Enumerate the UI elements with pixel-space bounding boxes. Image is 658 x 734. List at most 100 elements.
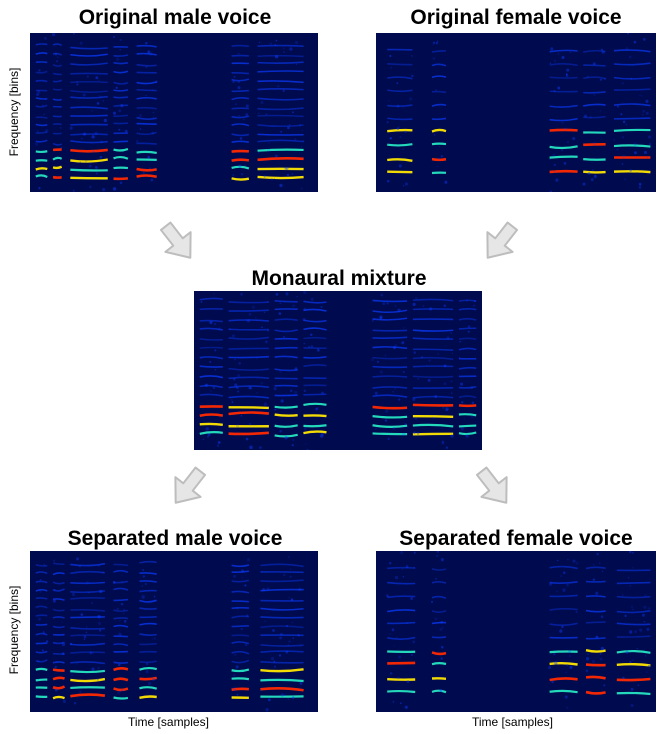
harmonic-stripe xyxy=(228,336,269,340)
spectral-speckle xyxy=(622,154,626,158)
harmonic-stripe xyxy=(52,668,65,672)
harmonic-stripe xyxy=(260,668,304,673)
spectrogram-monaural-mixture xyxy=(194,291,482,450)
harmonic-stripe xyxy=(113,687,129,692)
spectral-speckle xyxy=(440,621,443,624)
spectral-speckle xyxy=(142,171,145,175)
spectral-speckle xyxy=(566,73,568,75)
spectral-speckle xyxy=(287,556,290,559)
harmonic-stripe xyxy=(139,560,157,564)
harmonic-stripe xyxy=(231,668,250,673)
spectral-speckle xyxy=(410,54,413,57)
spectral-speckle xyxy=(374,391,378,395)
harmonic-stripe xyxy=(257,88,304,91)
spectral-speckle xyxy=(415,417,418,420)
harmonic-stripe xyxy=(585,690,606,695)
spectral-speckle xyxy=(125,104,127,106)
spectral-speckle xyxy=(284,300,286,303)
harmonic-stripe xyxy=(231,570,249,574)
harmonic-stripe xyxy=(458,366,477,370)
harmonic-stripe xyxy=(387,636,416,641)
harmonic-stripe xyxy=(113,155,129,160)
spectral-speckle xyxy=(291,172,294,176)
harmonic-stripe xyxy=(585,649,606,653)
spectral-speckle xyxy=(62,699,66,704)
spectral-speckle xyxy=(236,693,239,696)
spectral-speckle xyxy=(232,686,236,690)
spectral-speckle xyxy=(593,157,595,160)
spectral-speckle xyxy=(467,330,470,333)
harmonic-stripe xyxy=(35,167,48,171)
harmonic-stripe xyxy=(231,579,250,583)
spectral-speckle xyxy=(245,437,249,441)
harmonic-stripe xyxy=(136,63,157,67)
harmonic-stripe xyxy=(387,76,413,80)
spectral-speckle xyxy=(205,427,209,431)
spectral-speckle xyxy=(291,621,293,624)
spectral-speckle xyxy=(121,574,123,577)
x-axis-label-right: Time [samples] xyxy=(472,715,553,729)
spectral-speckle xyxy=(234,383,238,387)
harmonic-stripe xyxy=(70,95,108,99)
spectral-speckle xyxy=(561,625,564,629)
spectral-speckle xyxy=(646,156,649,159)
spectral-speckle xyxy=(441,645,444,649)
spectral-speckle xyxy=(54,665,57,669)
spectral-speckle xyxy=(152,638,154,640)
spectral-speckle xyxy=(302,140,305,143)
spectral-speckle xyxy=(288,394,291,397)
spectral-speckle xyxy=(148,52,153,56)
harmonic-stripe xyxy=(35,150,48,153)
harmonic-stripe xyxy=(199,384,223,389)
harmonic-stripe xyxy=(231,140,250,143)
spectral-speckle xyxy=(591,161,593,163)
spectral-speckle xyxy=(155,80,158,83)
harmonic-stripe xyxy=(139,607,157,610)
harmonic-stripe xyxy=(228,328,269,331)
harmonic-stripe xyxy=(372,375,408,378)
spectral-speckle xyxy=(587,652,590,656)
spectral-speckle xyxy=(432,57,436,61)
spectral-speckle xyxy=(642,37,646,41)
spectral-speckle xyxy=(258,112,260,115)
spectral-speckle xyxy=(575,610,578,613)
spectral-speckle xyxy=(236,607,239,610)
spectral-speckle xyxy=(586,657,590,661)
harmonic-stripe xyxy=(35,52,48,55)
spectral-speckle xyxy=(100,140,104,144)
harmonic-stripe xyxy=(113,587,129,591)
harmonic-stripe xyxy=(35,564,48,567)
spectral-speckle xyxy=(296,63,298,66)
harmonic-stripe xyxy=(549,117,578,122)
harmonic-stripe xyxy=(70,158,108,163)
spectral-speckle xyxy=(117,690,121,695)
spectral-speckle xyxy=(38,186,41,190)
spectral-speckle xyxy=(600,615,604,619)
spectral-speckle xyxy=(435,41,439,45)
harmonic-stripe xyxy=(70,80,108,84)
spectral-speckle xyxy=(600,646,605,651)
harmonic-stripe xyxy=(52,641,65,645)
spectral-speckle xyxy=(622,120,626,124)
spectral-speckle xyxy=(434,617,438,621)
spectral-speckle xyxy=(441,427,443,430)
spectral-speckle xyxy=(69,642,73,646)
spectral-speckle xyxy=(263,311,266,314)
harmonic-stripe xyxy=(303,364,327,368)
spectral-speckle xyxy=(112,111,117,115)
harmonic-stripe xyxy=(458,386,477,389)
spectral-speckle xyxy=(207,435,209,438)
harmonic-stripe xyxy=(303,356,327,359)
spectral-speckle xyxy=(389,671,393,675)
spectral-speckle xyxy=(239,137,243,140)
spectral-speckle xyxy=(625,123,628,126)
harmonic-stripe xyxy=(549,128,578,132)
harmonic-stripe xyxy=(260,644,304,647)
spectral-speckle xyxy=(279,636,282,640)
spectral-speckle xyxy=(94,166,98,169)
harmonic-stripe xyxy=(113,696,129,700)
spectral-speckle xyxy=(434,395,438,399)
spectral-speckle xyxy=(380,293,384,297)
spectral-speckle xyxy=(212,386,216,389)
harmonic-stripe xyxy=(613,62,651,66)
